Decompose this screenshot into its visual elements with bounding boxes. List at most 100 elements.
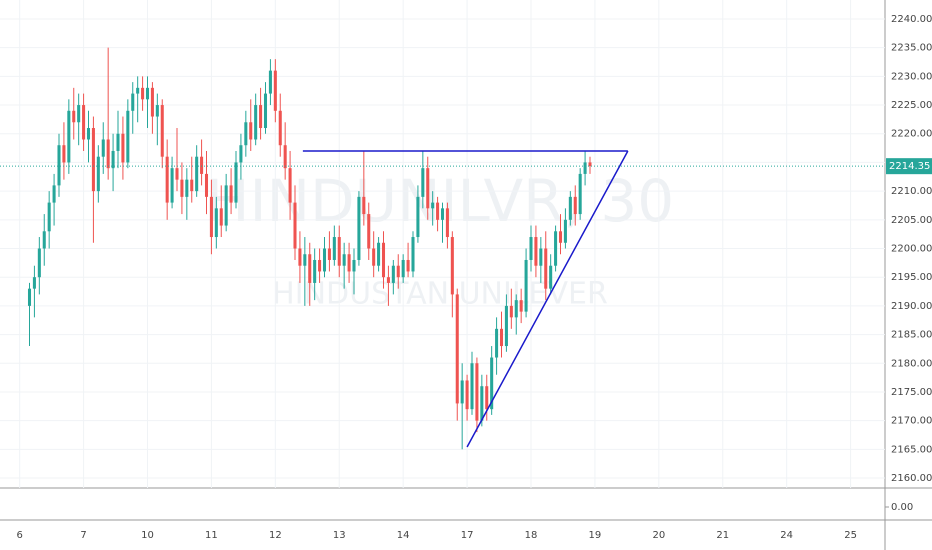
y-tick-label: 2165.00 <box>891 444 932 455</box>
candle-body <box>283 145 287 169</box>
x-tick-label: 25 <box>844 530 857 541</box>
candle-body <box>116 133 120 151</box>
candle-body <box>573 196 577 215</box>
candle-body <box>293 202 297 249</box>
y-tick-label: 2190.00 <box>891 301 932 312</box>
x-tick-label: 7 <box>80 530 86 541</box>
candle-body <box>42 231 46 249</box>
candle-body <box>268 70 272 94</box>
candle-body <box>445 208 449 238</box>
candle-body <box>67 110 71 163</box>
candle-body <box>539 248 543 266</box>
candle-body <box>170 168 174 203</box>
candle-body <box>91 128 95 192</box>
x-tick-label: 12 <box>269 530 282 541</box>
candle-body <box>558 231 563 243</box>
candle-body <box>106 139 110 169</box>
y-tick-label: 2185.00 <box>891 330 932 341</box>
x-tick-label: 10 <box>141 530 154 541</box>
candle-body <box>391 265 395 283</box>
candle-body <box>180 179 184 197</box>
y-tick-label: 2225.00 <box>891 100 932 111</box>
candle-body <box>288 168 292 203</box>
candle-body <box>308 254 312 283</box>
candle-body <box>204 173 209 197</box>
y-tick-label: 2170.00 <box>891 416 932 427</box>
last-price-label: 2214.35 <box>889 161 930 172</box>
candle-body <box>209 196 213 238</box>
x-tick-label: 19 <box>589 530 602 541</box>
candle-body <box>219 208 223 226</box>
candle-body <box>86 128 91 140</box>
candle-body <box>460 380 464 404</box>
trendline <box>466 150 629 448</box>
candle-body <box>150 87 154 117</box>
candle-body <box>82 105 86 140</box>
candle-body <box>485 386 489 410</box>
y-tick-label: 2205.00 <box>891 215 932 226</box>
candle-body <box>416 196 420 238</box>
candle-body <box>337 237 341 266</box>
lower-y-tick-label: 0.00 <box>891 502 913 513</box>
candle-body <box>475 363 479 421</box>
candle-body <box>190 179 194 192</box>
watermark: HINDUNILVR, 30 <box>206 167 674 235</box>
y-tick-label: 2160.00 <box>891 473 932 484</box>
y-tick-label: 2180.00 <box>891 358 932 369</box>
y-tick-label: 2240.00 <box>891 14 932 25</box>
candle-body <box>239 145 243 163</box>
candle-body <box>396 265 400 278</box>
candle-body <box>249 122 253 140</box>
candle-body <box>519 300 523 312</box>
candle-body <box>490 357 494 410</box>
candle-body <box>568 196 572 220</box>
candle-body <box>96 156 100 192</box>
y-tick-label: 2235.00 <box>891 43 932 54</box>
x-tick-label: 13 <box>333 530 346 541</box>
candle-body <box>229 185 233 203</box>
candle-body <box>259 105 263 129</box>
x-tick-label: 24 <box>780 530 793 541</box>
candle-body <box>214 208 218 238</box>
y-tick-label: 2230.00 <box>891 71 932 82</box>
candle-body <box>426 168 430 209</box>
candle-body <box>327 248 331 260</box>
candle-body <box>455 294 459 404</box>
candle-body <box>224 185 228 226</box>
x-tick-label: 17 <box>461 530 474 541</box>
candle-body <box>278 110 282 146</box>
candle-body <box>436 202 440 220</box>
candle-body <box>318 259 322 272</box>
y-tick-label: 2220.00 <box>891 129 932 140</box>
candle-body <box>155 105 159 117</box>
candle-body <box>480 386 484 421</box>
candle-body <box>332 237 336 260</box>
candle-body <box>200 156 204 174</box>
candle-body <box>136 87 140 94</box>
candle-body <box>421 168 425 197</box>
candle-body <box>588 162 592 167</box>
candle-body <box>165 156 169 203</box>
x-tick-label: 11 <box>205 530 218 541</box>
candle-body <box>27 288 32 306</box>
candle-body <box>377 242 381 266</box>
x-tick-label: 14 <box>397 530 410 541</box>
x-tick-label: 20 <box>652 530 665 541</box>
candle-body <box>411 237 415 272</box>
candle-body <box>386 277 390 283</box>
x-tick-label: 21 <box>716 530 729 541</box>
candle-body <box>406 259 410 272</box>
candle-body <box>72 110 76 123</box>
y-tick-label: 2200.00 <box>891 244 932 255</box>
candle-body <box>175 168 179 180</box>
candle-body <box>470 363 474 410</box>
candle-body <box>298 248 302 266</box>
candle-body <box>131 93 135 111</box>
y-tick-label: 2175.00 <box>891 387 932 398</box>
candle-body <box>313 259 317 283</box>
candle-body <box>504 305 508 347</box>
candle-body <box>244 122 248 146</box>
candle-body <box>583 162 587 174</box>
